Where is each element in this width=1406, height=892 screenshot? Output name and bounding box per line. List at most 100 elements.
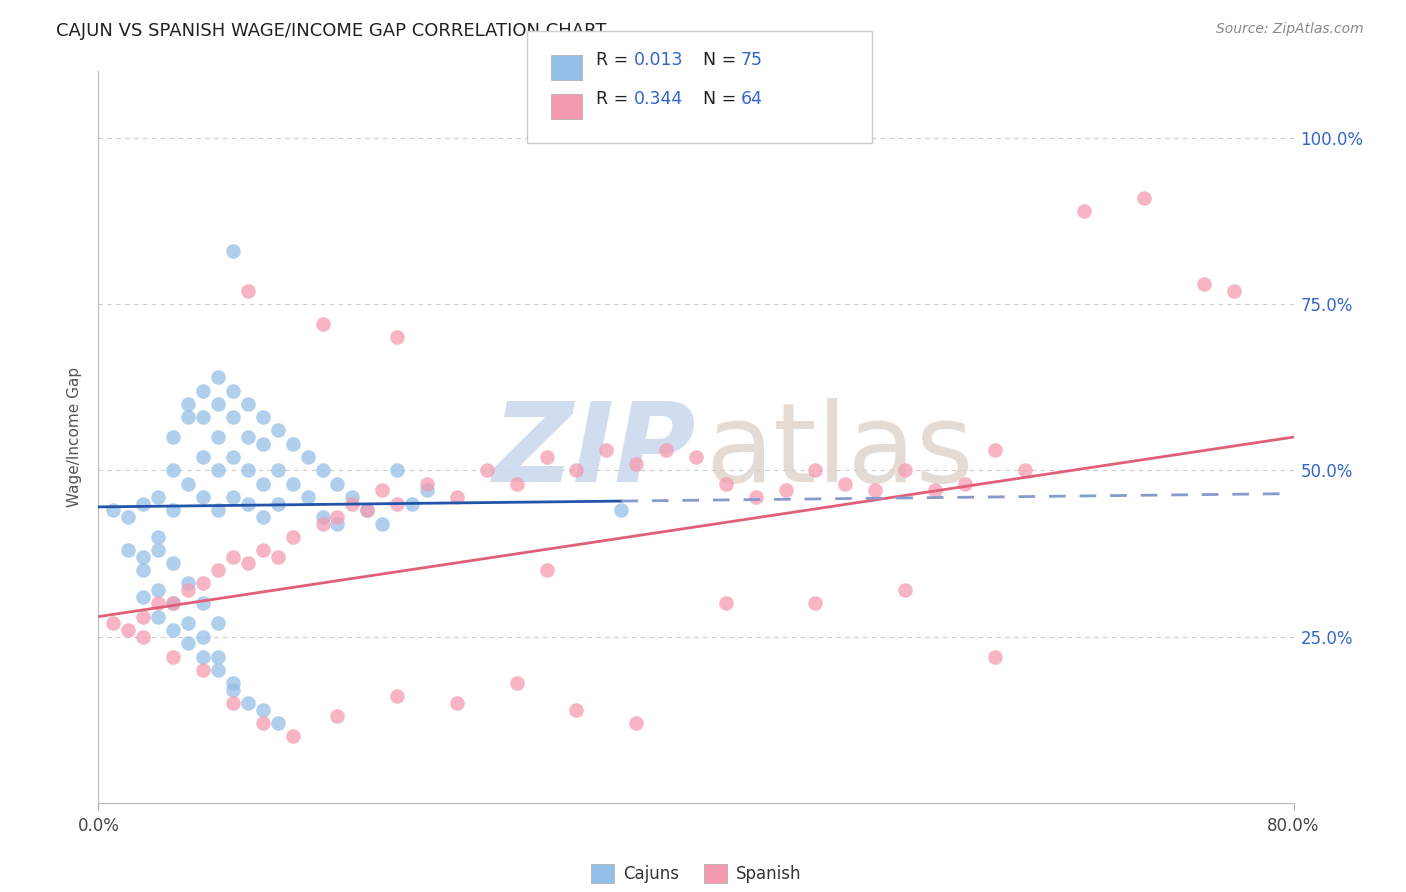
Point bbox=[236, 497, 259, 511]
Point bbox=[1014, 463, 1036, 477]
Point bbox=[267, 463, 290, 477]
Point bbox=[894, 582, 917, 597]
Point bbox=[191, 384, 214, 398]
Point bbox=[311, 516, 333, 531]
Point bbox=[252, 703, 274, 717]
Point bbox=[984, 443, 1007, 458]
Point bbox=[177, 582, 200, 597]
Point bbox=[924, 483, 946, 498]
Point bbox=[132, 549, 155, 564]
Point bbox=[191, 663, 214, 677]
Legend: Cajuns, Spanish: Cajuns, Spanish bbox=[585, 857, 807, 889]
Point bbox=[506, 476, 529, 491]
Point bbox=[1133, 191, 1156, 205]
Point bbox=[745, 490, 768, 504]
Point bbox=[281, 530, 304, 544]
Point bbox=[148, 530, 170, 544]
Point bbox=[342, 497, 364, 511]
Point bbox=[162, 596, 184, 610]
Point bbox=[162, 463, 184, 477]
Point bbox=[148, 543, 170, 558]
Point bbox=[222, 682, 245, 697]
Point bbox=[804, 463, 827, 477]
Point bbox=[191, 576, 214, 591]
Point bbox=[222, 244, 245, 258]
Point bbox=[222, 450, 245, 464]
Point bbox=[416, 483, 439, 498]
Point bbox=[984, 649, 1007, 664]
Point bbox=[356, 503, 378, 517]
Point bbox=[222, 384, 245, 398]
Text: 0.344: 0.344 bbox=[634, 90, 683, 108]
Point bbox=[267, 716, 290, 731]
Point bbox=[475, 463, 498, 477]
Point bbox=[132, 563, 155, 577]
Point bbox=[191, 630, 214, 644]
Point bbox=[626, 457, 648, 471]
Point bbox=[446, 490, 468, 504]
Point bbox=[714, 596, 737, 610]
Point bbox=[626, 716, 648, 731]
Point bbox=[236, 557, 259, 571]
Point bbox=[191, 649, 214, 664]
Point bbox=[834, 476, 856, 491]
Point bbox=[894, 463, 917, 477]
Point bbox=[1223, 284, 1246, 298]
Point bbox=[326, 709, 349, 723]
Point bbox=[191, 490, 214, 504]
Point bbox=[536, 450, 558, 464]
Point bbox=[236, 397, 259, 411]
Point bbox=[117, 509, 139, 524]
Point bbox=[177, 476, 200, 491]
Point bbox=[565, 703, 588, 717]
Point bbox=[222, 490, 245, 504]
Point bbox=[252, 410, 274, 425]
Point bbox=[103, 503, 125, 517]
Point bbox=[207, 616, 229, 631]
Point bbox=[401, 497, 423, 511]
Point bbox=[162, 430, 184, 444]
Y-axis label: Wage/Income Gap: Wage/Income Gap bbox=[67, 367, 83, 508]
Point bbox=[177, 616, 200, 631]
Text: N =: N = bbox=[692, 51, 741, 69]
Point bbox=[148, 596, 170, 610]
Text: R =: R = bbox=[596, 51, 634, 69]
Point bbox=[207, 503, 229, 517]
Point bbox=[177, 410, 200, 425]
Point bbox=[207, 397, 229, 411]
Point bbox=[207, 563, 229, 577]
Point bbox=[267, 549, 290, 564]
Point bbox=[446, 696, 468, 710]
Point bbox=[177, 576, 200, 591]
Point bbox=[385, 497, 409, 511]
Point bbox=[236, 696, 259, 710]
Point bbox=[342, 490, 364, 504]
Point bbox=[685, 450, 707, 464]
Point bbox=[132, 609, 155, 624]
Point bbox=[162, 557, 184, 571]
Point bbox=[222, 549, 245, 564]
Point bbox=[385, 330, 409, 344]
Point bbox=[222, 676, 245, 690]
Point bbox=[148, 582, 170, 597]
Point bbox=[1192, 277, 1215, 292]
Point bbox=[311, 509, 333, 524]
Point bbox=[117, 623, 139, 637]
Point bbox=[132, 497, 155, 511]
Text: ZIP: ZIP bbox=[492, 398, 696, 505]
Point bbox=[222, 696, 245, 710]
Point bbox=[222, 410, 245, 425]
Point bbox=[162, 623, 184, 637]
Point bbox=[804, 596, 827, 610]
Point bbox=[297, 490, 319, 504]
Text: Source: ZipAtlas.com: Source: ZipAtlas.com bbox=[1216, 22, 1364, 37]
Text: CAJUN VS SPANISH WAGE/INCOME GAP CORRELATION CHART: CAJUN VS SPANISH WAGE/INCOME GAP CORRELA… bbox=[56, 22, 607, 40]
Point bbox=[207, 370, 229, 384]
Point bbox=[714, 476, 737, 491]
Point bbox=[252, 509, 274, 524]
Point bbox=[207, 430, 229, 444]
Point bbox=[385, 463, 409, 477]
Point bbox=[416, 476, 439, 491]
Point bbox=[356, 503, 378, 517]
Point bbox=[775, 483, 797, 498]
